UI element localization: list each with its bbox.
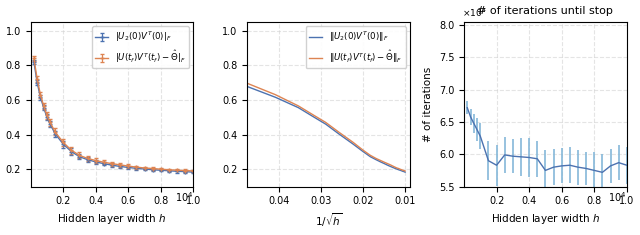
$\|U(t_f)V^T(t_f)-\hat{\Theta}\|_F$ [372,157,380,160]
$\|U_2(0)V^T(0)\|_F$ [367,155,374,158]
Line: $\|U(t_f)V^T(t_f)-\hat{\Theta}\|_F$: $\|U(t_f)V^T(t_f)-\hat{\Theta}\|_F$ [150,58,405,171]
$\|U_2(0)V^T(0)\|_F$ [335,132,342,135]
$\|U(t_f)V^T(t_f)-\hat{\Theta}\|_F$ [271,93,279,96]
$\|U_2(0)V^T(0)\|_F$ [397,169,405,172]
$\|U(t_f)V^T(t_f)-\hat{\Theta}\|_F$ [310,114,318,117]
$\|U_2(0)V^T(0)\|_F$ [395,168,403,171]
$\|U(t_f)V^T(t_f)-\hat{\Theta}\|_F$ [377,159,385,162]
$\|U_2(0)V^T(0)\|_F$ [401,171,409,174]
$\|U_2(0)V^T(0)\|_F$ [372,158,380,161]
$\|U_2(0)V^T(0)\|_F$ [387,165,394,168]
$\|U(t_f)V^T(t_f)-\hat{\Theta}\|_F$ [400,169,408,172]
Legend: $|U_2(0)V^T(0)|_F$, $|U(t_f)V^T(t_f)-\hat{\Theta}|_F$: $|U_2(0)V^T(0)|_F$, $|U(t_f)V^T(t_f)-\ha… [92,26,189,68]
$\|U_2(0)V^T(0)\|_F$ [146,60,154,63]
$\|U(t_f)V^T(t_f)-\hat{\Theta}\|_F$ [389,165,397,168]
Text: $\times10^4$: $\times10^4$ [462,6,487,19]
$\|U(t_f)V^T(t_f)-\hat{\Theta}\|_F$ [367,154,374,157]
X-axis label: $1/\sqrt{h}$: $1/\sqrt{h}$ [315,212,342,229]
$\|U(t_f)V^T(t_f)-\hat{\Theta}\|_F$ [393,167,401,169]
$\|U_2(0)V^T(0)\|_F$ [399,170,406,173]
Text: $10^4$: $10^4$ [175,190,193,204]
$\|U(t_f)V^T(t_f)-\hat{\Theta}\|_F$ [233,78,241,81]
$\|U_2(0)V^T(0)\|_F$ [400,170,408,173]
$\|U(t_f)V^T(t_f)-\hat{\Theta}\|_F$ [322,121,330,124]
$\|U_2(0)V^T(0)\|_F$ [359,150,367,153]
$\|U(t_f)V^T(t_f)-\hat{\Theta}\|_F$ [335,130,342,133]
$\|U(t_f)V^T(t_f)-\hat{\Theta}\|_F$ [391,166,399,168]
$\|U_2(0)V^T(0)\|_F$ [271,96,279,99]
$\|U(t_f)V^T(t_f)-\hat{\Theta}\|_F$ [384,162,392,165]
$\|U(t_f)V^T(t_f)-\hat{\Theta}\|_F$ [294,105,302,107]
$\|U_2(0)V^T(0)\|_F$ [389,166,397,169]
$\|U(t_f)V^T(t_f)-\hat{\Theta}\|_F$ [359,149,367,152]
$\|U_2(0)V^T(0)\|_F$ [393,168,401,170]
$\|U_2(0)V^T(0)\|_F$ [349,143,357,145]
Legend: $\|U_2(0)V^T(0)\|_F$, $\|U(t_f)V^T(t_f)-\hat{\Theta}\|_F$: $\|U_2(0)V^T(0)\|_F$, $\|U(t_f)V^T(t_f)-… [306,26,406,68]
X-axis label: Hidden layer width $h$: Hidden layer width $h$ [58,212,166,226]
$\|U(t_f)V^T(t_f)-\hat{\Theta}\|_F$ [396,168,404,171]
$\|U_2(0)V^T(0)\|_F$ [322,123,330,125]
Title: # of iterations until stop: # of iterations until stop [477,6,613,16]
$\|U_2(0)V^T(0)\|_F$ [377,161,385,163]
$\|U_2(0)V^T(0)\|_F$ [294,106,302,109]
$\|U_2(0)V^T(0)\|_F$ [310,116,318,119]
X-axis label: Hidden layer width $h$: Hidden layer width $h$ [491,212,600,226]
$\|U_2(0)V^T(0)\|_F$ [233,81,241,84]
$\|U(t_f)V^T(t_f)-\hat{\Theta}\|_F$ [397,168,405,171]
$\|U(t_f)V^T(t_f)-\hat{\Theta}\|_F$ [381,161,388,164]
$\|U(t_f)V^T(t_f)-\hat{\Theta}\|_F$ [395,167,403,170]
$\|U_2(0)V^T(0)\|_F$ [391,167,399,170]
$\|U_2(0)V^T(0)\|_F$ [396,169,404,172]
$\|U(t_f)V^T(t_f)-\hat{\Theta}\|_F$ [399,169,406,172]
$\|U(t_f)V^T(t_f)-\hat{\Theta}\|_F$ [401,169,409,172]
$\|U_2(0)V^T(0)\|_F$ [384,164,392,167]
Text: $10^4$: $10^4$ [609,190,627,204]
$\|U(t_f)V^T(t_f)-\hat{\Theta}\|_F$ [387,164,394,166]
Y-axis label: # of iterations: # of iterations [423,67,433,142]
$\|U(t_f)V^T(t_f)-\hat{\Theta}\|_F$ [146,57,154,60]
$\|U(t_f)V^T(t_f)-\hat{\Theta}\|_F$ [349,141,357,144]
Line: $\|U_2(0)V^T(0)\|_F$: $\|U_2(0)V^T(0)\|_F$ [150,62,405,172]
$\|U_2(0)V^T(0)\|_F$ [381,162,388,165]
